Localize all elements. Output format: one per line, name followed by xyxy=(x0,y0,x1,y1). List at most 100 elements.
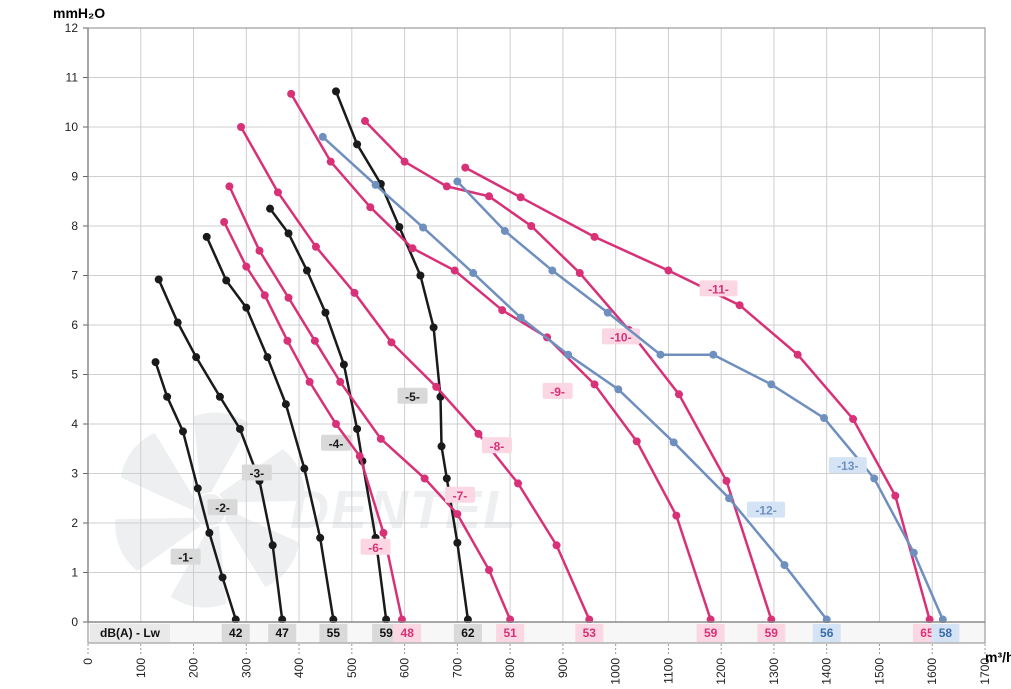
series-badge-label: -3- xyxy=(250,467,265,481)
series-point xyxy=(722,477,730,485)
y-tick-label: 2 xyxy=(71,516,78,530)
series-point xyxy=(316,534,324,542)
db-badge-value: 62 xyxy=(461,626,475,640)
x-axis-label: m³/h xyxy=(985,649,1011,665)
series-point xyxy=(327,158,335,166)
series-point xyxy=(174,319,182,327)
series-point xyxy=(266,205,274,213)
watermark-text: DENTEL xyxy=(290,480,518,540)
series-point xyxy=(353,140,361,148)
series-point xyxy=(614,385,622,393)
x-tick-label: 1300 xyxy=(767,658,781,685)
series-point xyxy=(282,400,290,408)
x-tick-label: 1000 xyxy=(609,658,623,685)
series-point xyxy=(780,561,788,569)
series-point xyxy=(285,294,293,302)
x-tick-label: 1500 xyxy=(872,658,886,685)
series-point xyxy=(336,378,344,386)
x-tick-label: 500 xyxy=(345,658,359,678)
series-point xyxy=(591,380,599,388)
series-point xyxy=(517,193,525,201)
x-tick-label: 600 xyxy=(398,658,412,678)
x-tick-label: 1400 xyxy=(820,658,834,685)
db-badge-value: 56 xyxy=(820,626,834,640)
series-point xyxy=(548,267,556,275)
x-tick-label: 800 xyxy=(503,658,517,678)
y-tick-label: 10 xyxy=(65,120,79,134)
series-badge-label: -11- xyxy=(708,282,729,296)
db-row-label: dB(A) - Lw xyxy=(100,626,161,640)
series-point xyxy=(421,474,429,482)
y-tick-label: 6 xyxy=(71,318,78,332)
series-point xyxy=(216,393,224,401)
series-point xyxy=(498,306,506,314)
series-point xyxy=(152,358,160,366)
series-point xyxy=(870,474,878,482)
y-tick-label: 7 xyxy=(71,269,78,283)
db-badge-value: 53 xyxy=(583,626,597,640)
series-point xyxy=(416,272,424,280)
series-point xyxy=(372,181,380,189)
x-tick-label: 300 xyxy=(239,658,253,678)
x-tick-label: 400 xyxy=(292,658,306,678)
series-point xyxy=(237,123,245,131)
series-point xyxy=(633,437,641,445)
series-point xyxy=(604,309,612,317)
series-point xyxy=(203,233,211,241)
series-point xyxy=(501,227,509,235)
series-point xyxy=(664,267,672,275)
series-point xyxy=(474,430,482,438)
series-point xyxy=(179,427,187,435)
series-point xyxy=(485,192,493,200)
series-point xyxy=(419,223,427,231)
series-point xyxy=(220,218,228,226)
series-point xyxy=(387,338,395,346)
series-point xyxy=(269,541,277,549)
db-badge-value: 51 xyxy=(503,626,517,640)
series-point xyxy=(332,420,340,428)
y-tick-label: 3 xyxy=(71,467,78,481)
series-point xyxy=(379,529,387,537)
series-point xyxy=(670,438,678,446)
x-tick-label: 0 xyxy=(81,658,95,665)
series-point xyxy=(591,233,599,241)
series-badge-label: -2- xyxy=(215,501,230,515)
chart-svg: DENTEL-1--2--3--4--5--6--7--8--9--10--11… xyxy=(0,0,1011,689)
db-badge-value: 59 xyxy=(379,626,393,640)
series-point xyxy=(353,425,361,433)
series-point xyxy=(409,244,417,252)
series-badge-label: -8- xyxy=(490,439,505,453)
series-badge-label: -7- xyxy=(453,489,468,503)
series-point xyxy=(451,267,459,275)
series-point xyxy=(311,337,319,345)
series-point xyxy=(205,529,213,537)
x-tick-label: 900 xyxy=(556,658,570,678)
series-point xyxy=(656,351,664,359)
fan-performance-chart: { "canvas": { "width": 1011, "height": 6… xyxy=(0,0,1011,689)
y-tick-label: 11 xyxy=(66,71,79,85)
x-tick-label: 200 xyxy=(187,658,201,678)
series-point xyxy=(287,90,295,98)
series-point xyxy=(263,353,271,361)
series-point xyxy=(675,390,683,398)
series-point xyxy=(261,291,269,299)
x-tick-label: 1200 xyxy=(714,658,728,685)
series-point xyxy=(366,203,374,211)
series-point xyxy=(564,351,572,359)
series-badge-label: -12- xyxy=(755,504,776,518)
db-badge-value: 55 xyxy=(327,626,341,640)
series-point xyxy=(576,269,584,277)
series-point xyxy=(891,492,899,500)
series-point xyxy=(285,229,293,237)
y-tick-label: 4 xyxy=(71,417,78,431)
y-tick-label: 12 xyxy=(65,21,79,35)
db-badge-value: 59 xyxy=(704,626,718,640)
db-badge-value: 47 xyxy=(275,626,289,640)
series-point xyxy=(356,452,364,460)
y-tick-label: 1 xyxy=(71,566,78,580)
y-tick-label: 8 xyxy=(71,219,78,233)
series-badge-label: -9- xyxy=(550,385,565,399)
series-point xyxy=(401,158,409,166)
series-point xyxy=(332,87,340,95)
series-point xyxy=(395,223,403,231)
